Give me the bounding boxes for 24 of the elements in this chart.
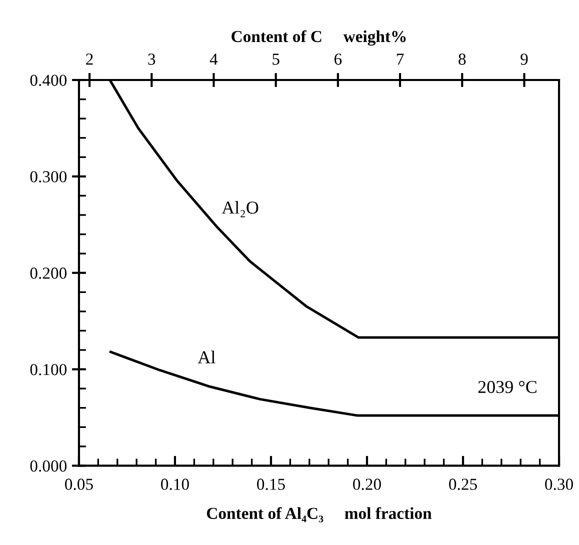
- x2-tick-label: 4: [210, 54, 218, 65]
- y-tick-label: 0.100: [30, 364, 67, 376]
- annotation: Al: [198, 350, 216, 364]
- x2-tick-label: 9: [520, 54, 528, 65]
- annotation: Al₂O: [222, 201, 258, 218]
- x2-tick-label: 5: [272, 54, 280, 65]
- x2-axis-title: Content of C weight%: [232, 30, 406, 46]
- x2-tick-label: 6: [334, 54, 342, 65]
- x-tick-label: 0.30: [545, 478, 573, 490]
- y-tick-label: 0.300: [30, 171, 67, 182]
- x-tick-label: 0.25: [449, 478, 477, 490]
- y-tick-label: 0.200: [30, 268, 67, 279]
- x-tick-label: 0.20: [353, 478, 381, 490]
- x2-tick-label: 8: [458, 54, 466, 65]
- x-tick-label: 0.05: [65, 478, 93, 490]
- x-axis-title: Content of Al₄C₃ mol fraction: [206, 507, 432, 522]
- x-tick-label: 0.10: [161, 478, 189, 490]
- x-tick-label: 0.15: [257, 478, 285, 490]
- x2-tick-label: 3: [148, 54, 156, 65]
- y-tick-label: 0.400: [30, 74, 67, 86]
- annotation: 2039 °C: [478, 380, 536, 394]
- x2-tick-label: 2: [86, 54, 93, 65]
- x2-tick-label: 7: [396, 54, 404, 65]
- y-tick-label: 0.000: [30, 460, 67, 472]
